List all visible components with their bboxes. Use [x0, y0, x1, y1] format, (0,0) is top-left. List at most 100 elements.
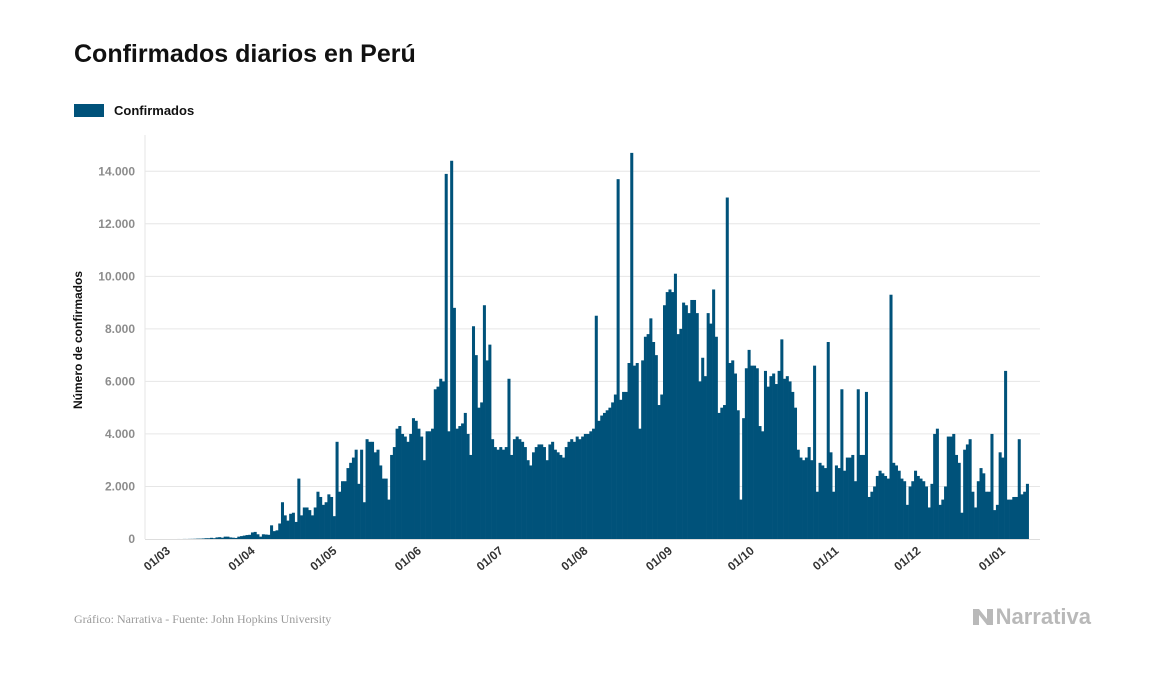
bar — [998, 452, 1002, 539]
bar — [589, 431, 593, 539]
bar — [723, 405, 727, 539]
bar — [690, 299, 694, 539]
bar — [496, 449, 500, 539]
x-tick-label: 01/03 — [141, 543, 173, 573]
bar — [504, 447, 508, 539]
bar — [248, 534, 252, 539]
bar — [815, 491, 819, 539]
bar — [414, 420, 418, 539]
bar — [313, 507, 317, 539]
bar — [319, 496, 323, 539]
bar — [368, 441, 372, 539]
bar — [512, 439, 516, 539]
bar — [774, 384, 778, 539]
bar — [529, 465, 533, 539]
bar — [493, 447, 497, 539]
bar — [682, 302, 686, 539]
bar — [403, 436, 407, 539]
bar — [387, 499, 391, 539]
bar — [949, 436, 953, 539]
bar — [687, 313, 691, 539]
y-tick-label: 4.000 — [105, 427, 135, 441]
bar — [302, 507, 306, 539]
bar — [390, 454, 394, 539]
brand-logo: Narrativa — [972, 604, 1091, 630]
bar — [739, 499, 743, 539]
bar — [908, 486, 912, 539]
bar — [990, 433, 994, 539]
bar — [439, 378, 443, 539]
bars — [177, 152, 1029, 539]
bar — [900, 478, 904, 539]
bar — [335, 441, 339, 539]
x-tick-label: 01/11 — [810, 543, 842, 573]
bar — [927, 507, 931, 539]
bar — [720, 407, 724, 539]
y-tick-label: 0 — [128, 532, 135, 546]
bar — [537, 444, 541, 539]
bar — [256, 534, 260, 539]
bar — [886, 478, 890, 539]
bar — [894, 465, 898, 539]
bar — [750, 365, 754, 539]
bar — [482, 305, 486, 539]
bar — [210, 537, 214, 539]
bar — [229, 537, 233, 539]
bar — [605, 410, 609, 539]
bar — [933, 433, 937, 539]
bar — [373, 452, 377, 539]
bar — [395, 428, 399, 539]
bar — [935, 428, 939, 539]
bar — [562, 457, 566, 539]
bar — [466, 433, 470, 539]
bar — [223, 536, 227, 539]
bar — [1001, 457, 1005, 539]
bar — [608, 407, 612, 539]
bar — [559, 454, 563, 539]
bar — [924, 486, 928, 539]
bar — [619, 399, 623, 539]
bar — [428, 431, 432, 539]
bar — [1017, 439, 1021, 539]
bar — [834, 465, 838, 539]
bar — [447, 431, 451, 539]
bar — [220, 537, 224, 539]
bar — [1025, 483, 1029, 539]
y-tick-label: 10.000 — [98, 269, 135, 283]
bar — [753, 365, 757, 539]
bar — [821, 465, 825, 539]
bar — [362, 502, 366, 539]
bar — [873, 486, 877, 539]
bar — [946, 436, 950, 539]
bar — [995, 504, 999, 539]
x-tick-label: 01/06 — [392, 543, 424, 573]
bar — [204, 538, 208, 539]
bar — [641, 360, 645, 539]
bar — [813, 365, 817, 539]
bar — [384, 478, 388, 539]
bar — [300, 515, 304, 539]
bar — [695, 313, 699, 539]
bar — [733, 373, 737, 539]
bar — [671, 292, 675, 539]
bar — [976, 481, 980, 539]
bar — [867, 496, 871, 539]
bar — [471, 326, 476, 539]
bar — [441, 381, 445, 539]
bar — [392, 447, 396, 539]
bar — [267, 534, 271, 539]
x-tick-label: 01/05 — [307, 543, 339, 573]
bar — [420, 436, 424, 539]
bar — [905, 504, 909, 539]
narrativa-logo-icon — [972, 609, 993, 625]
bar — [553, 449, 557, 539]
bar — [848, 457, 852, 539]
bar — [829, 452, 833, 539]
bar — [657, 405, 661, 539]
bar — [862, 454, 866, 539]
bar — [627, 363, 631, 539]
bar — [575, 436, 579, 539]
bar — [854, 481, 858, 539]
bar — [944, 486, 948, 539]
